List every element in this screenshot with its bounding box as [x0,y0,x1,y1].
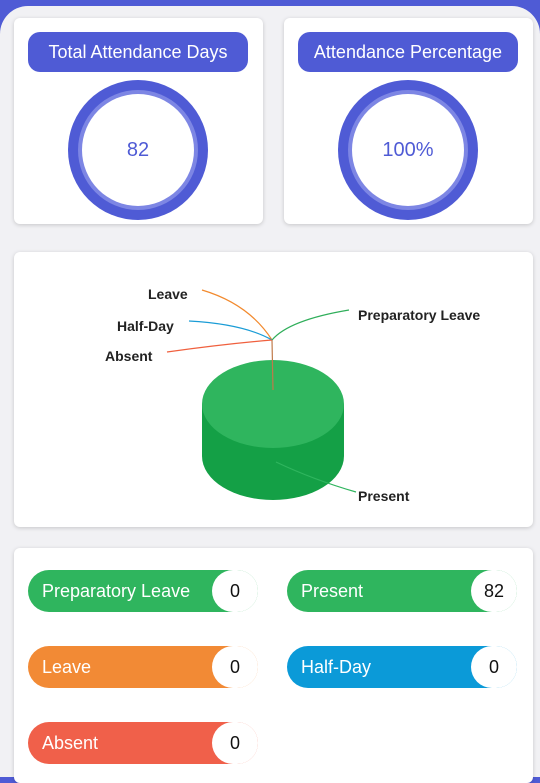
total-attendance-ring: 82 [68,80,208,220]
total-attendance-card: Total Attendance Days 82 [14,18,263,224]
legend-half-day-value: 0 [471,646,517,688]
attendance-pie-chart-card: Leave Half-Day Absent Preparatory Leave … [14,252,533,527]
attendance-percentage-title: Attendance Percentage [298,32,518,72]
legend-half-day[interactable]: Half-Day 0 [287,646,517,688]
chart-label-leave: Leave [148,286,188,302]
chart-label-half-day: Half-Day [117,318,174,334]
leader-line-preparatory-leave [271,309,350,341]
legend-present-value: 82 [471,570,517,612]
attendance-percentage-ring: 100% [338,80,478,220]
chart-label-present: Present [358,488,410,504]
legend-leave-label: Leave [42,656,92,677]
leader-line-stem [271,339,274,391]
attendance-percentage-card: Attendance Percentage 100% [284,18,533,224]
chart-label-absent: Absent [105,348,153,364]
leader-line-leave [201,289,273,341]
total-attendance-value: 82 [82,94,194,206]
leader-line-half-day [188,320,273,341]
legend-leave-value: 0 [212,646,258,688]
legend-half-day-label: Half-Day [301,656,372,677]
legend-absent-label: Absent [42,732,99,753]
legend-absent[interactable]: Absent 0 [28,722,258,764]
leader-line-absent [166,339,273,353]
leader-line-present [275,461,357,493]
legend-absent-value: 0 [212,722,258,764]
legend-preparatory-leave-label: Preparatory Leave [42,580,191,601]
attendance-legend-card: Preparatory Leave 0 Present 82 Leave 0 H… [14,548,533,783]
content-sheet: Total Attendance Days 82 Attendance Perc… [0,6,540,783]
pie-slice-present[interactable] [202,360,344,448]
legend-preparatory-leave[interactable]: Preparatory Leave 0 [28,570,258,612]
chart-label-preparatory-leave: Preparatory Leave [358,307,480,323]
attendance-percentage-value: 100% [352,94,464,206]
legend-present[interactable]: Present 82 [287,570,517,612]
total-attendance-title: Total Attendance Days [28,32,248,72]
legend-present-label: Present [301,580,364,601]
legend-preparatory-leave-value: 0 [212,570,258,612]
legend-leave[interactable]: Leave 0 [28,646,258,688]
attendance-pie-chart: Leave Half-Day Absent Preparatory Leave … [105,286,480,504]
